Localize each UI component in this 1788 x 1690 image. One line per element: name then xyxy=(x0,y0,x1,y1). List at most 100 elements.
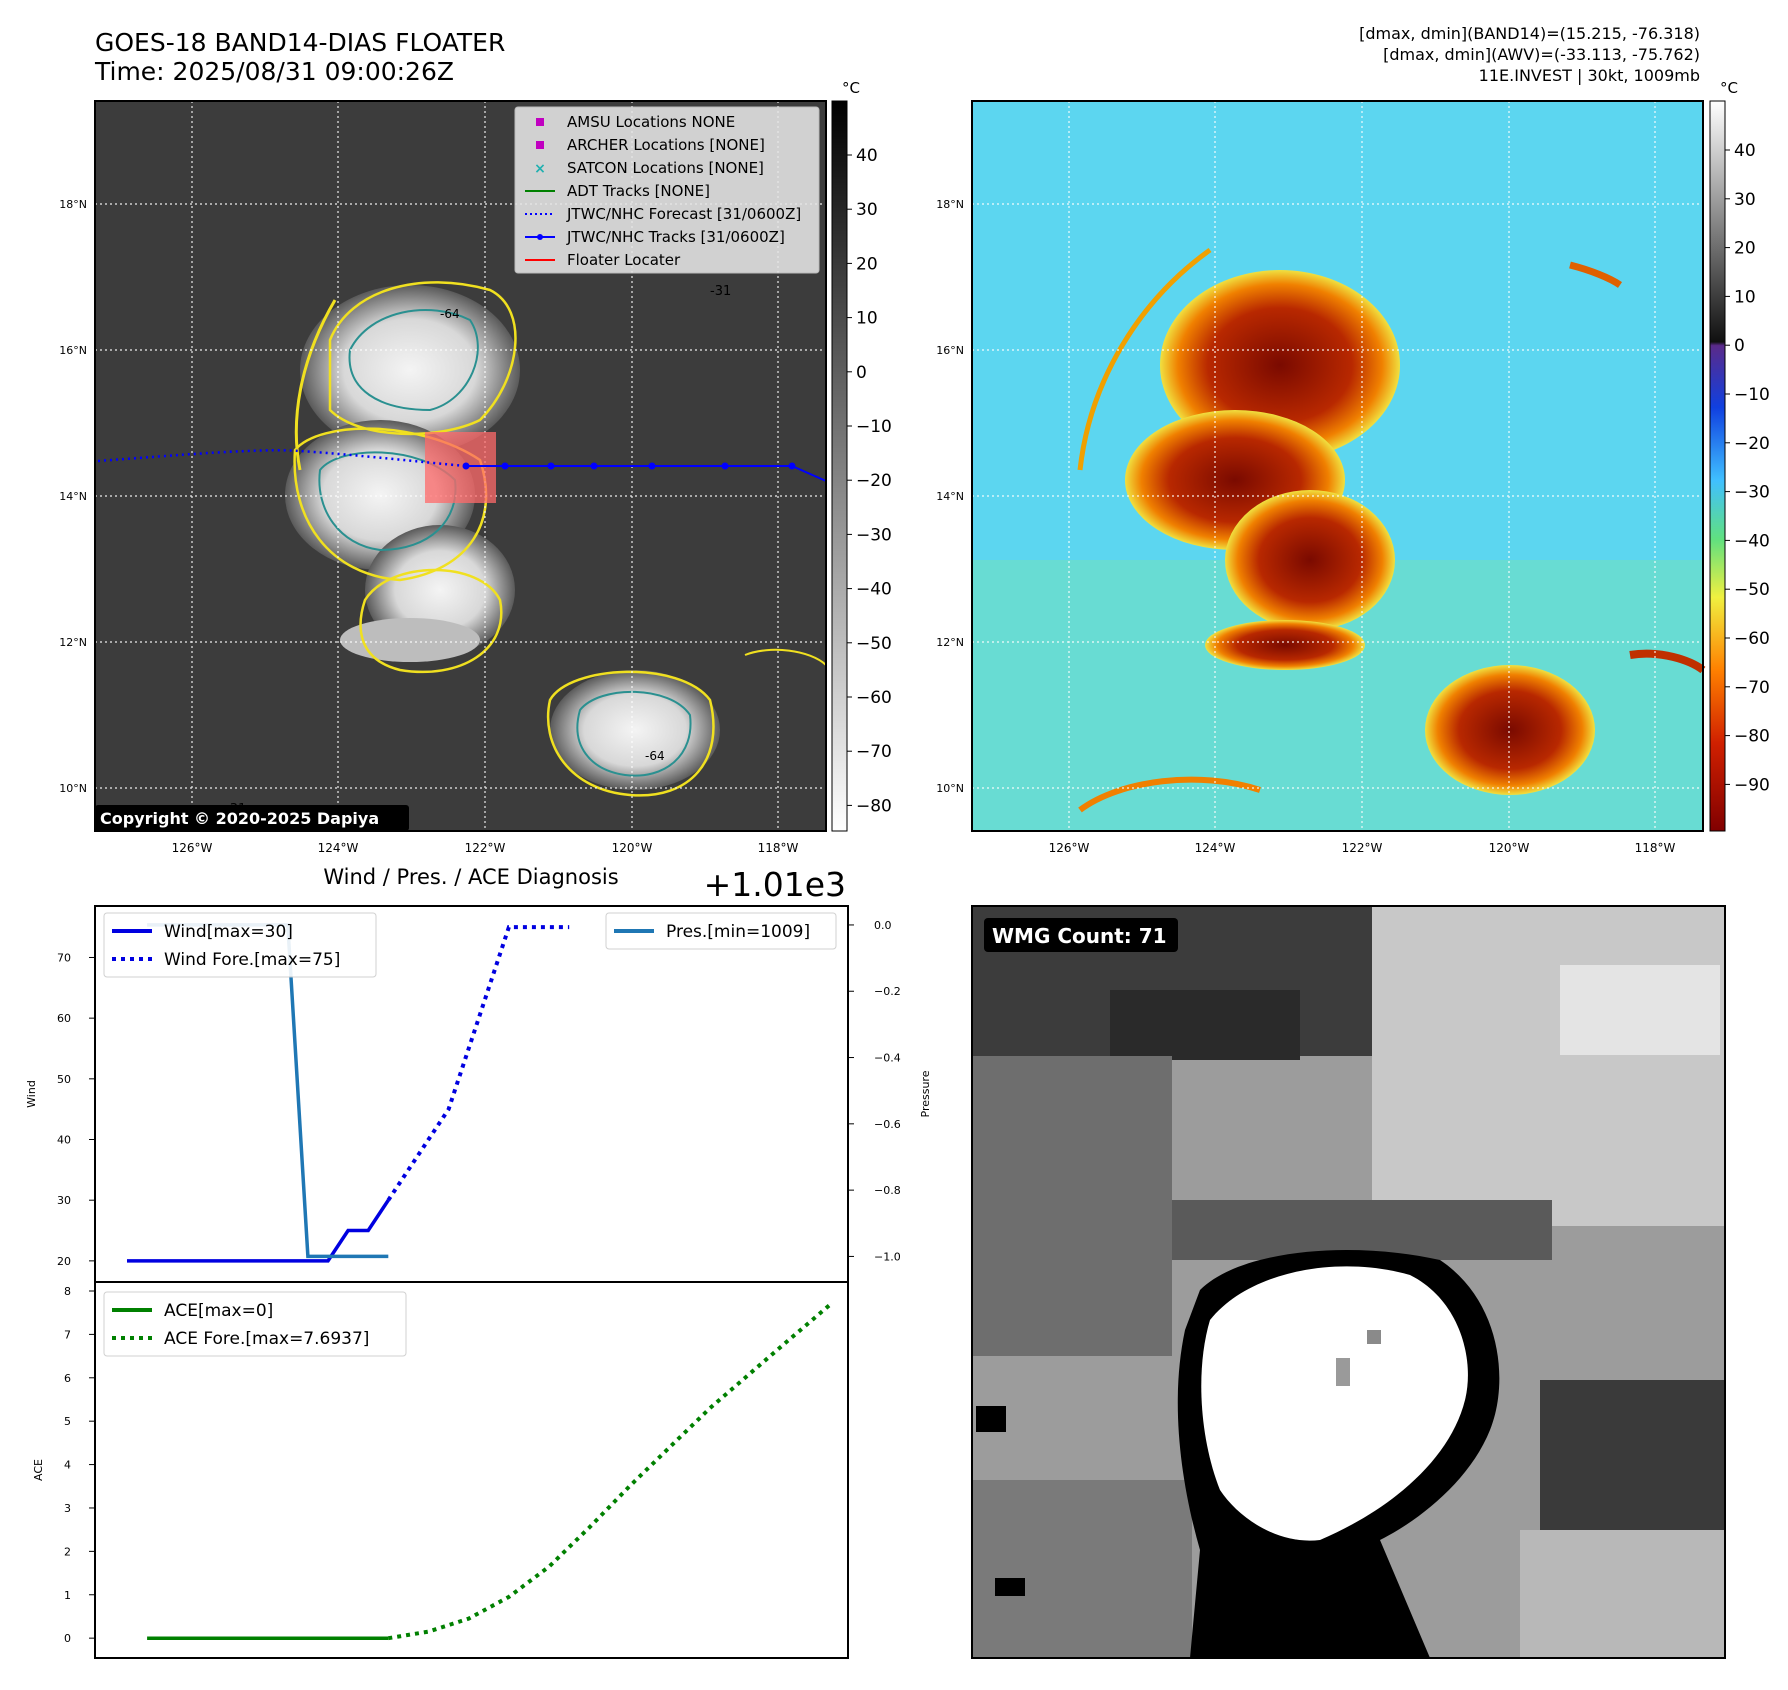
wv-south-band xyxy=(1078,776,1261,813)
wv-cloud-southeast xyxy=(1425,665,1595,795)
wmg-count-label: WMG Count: 71 xyxy=(992,924,1167,948)
ir-colorbar-ticks-label-5: −10 xyxy=(856,417,892,437)
wv-spiral-band xyxy=(1077,247,1212,471)
ir-contour-inner-north xyxy=(348,309,479,412)
wmg-east-dark xyxy=(1540,1380,1725,1530)
pres-yticks-label-2: −0.4 xyxy=(874,1052,901,1065)
wind-yticks-label-2: 50 xyxy=(57,1073,71,1086)
ir-colorbar-ticks-label-4: 0 xyxy=(856,363,867,383)
copyright-text: Copyright © 2020-2025 Dapiya xyxy=(100,809,379,828)
wv-lat-tick-0: 18°N xyxy=(936,198,964,211)
wind-legend-label-0: Wind[max=30] xyxy=(164,922,293,942)
ir-contour-south xyxy=(359,568,503,674)
ir-colorbar-ticks-label-12: −80 xyxy=(856,796,892,816)
wind-legend-label-1: Wind Fore.[max=75] xyxy=(164,950,340,970)
ir-lat-tick-1: 16°N xyxy=(59,344,87,357)
forecast-track-line xyxy=(97,449,467,468)
copyright-badge xyxy=(95,805,409,831)
wv-map-frame xyxy=(971,100,1704,832)
wmg-light-east xyxy=(1372,906,1725,1226)
ace-yticks-label-1: 7 xyxy=(64,1328,71,1341)
ace-legend-label-0: ACE[max=0] xyxy=(164,1301,273,1321)
ir-colorbar-unit: °C xyxy=(842,79,860,97)
ace-yticks-label-0: 8 xyxy=(64,1285,71,1298)
ir-map-panel: -31 -64 -64 -31 AMSU Locations NONEARCHE… xyxy=(94,100,827,832)
wv-colorbar: °C 40 30 20 10 0 −10 −20 −30 −40 −50 −60 −70 −80 −90 xyxy=(1709,79,1770,832)
ir-lat-tick-2: 14°N xyxy=(59,490,87,503)
pressure-axis-label: Pressure xyxy=(919,1070,932,1117)
wind-series-line-1 xyxy=(386,925,570,1202)
ir-colorbar-ticks-label-6: −20 xyxy=(856,471,892,491)
ir-contour-label-3: -64 xyxy=(645,749,665,763)
pres-yticks-label-3: −0.6 xyxy=(874,1118,901,1131)
wind-pressure-axes: 70 60 50 40 30 20 0.0 −0.2 −0.4 −0.6 −0.8 −1.0 Win… xyxy=(25,905,932,1283)
legend-label-1: ARCHER Locations [NONE] xyxy=(567,136,765,154)
ace-yticks-label-3: 5 xyxy=(64,1415,71,1428)
ir-colorbar-ticks-label-11: −70 xyxy=(856,742,892,762)
ace-axis-label: ACE xyxy=(32,1459,45,1481)
legend-label-2: SATCON Locations [NONE] xyxy=(567,159,764,177)
wv-map-panel xyxy=(971,100,1706,832)
main-title-line1: GOES-18 BAND14-DIAS FLOATER xyxy=(95,28,505,57)
ace-yticks-label-4: 4 xyxy=(64,1459,71,1472)
wmg-panel: WMG Count: 71 xyxy=(971,905,1726,1659)
wv-colorbar-ticks-label-11: −70 xyxy=(1734,678,1770,698)
ir-lon-tick-2: 122°W xyxy=(465,841,506,855)
ace-yticks-label-6: 2 xyxy=(64,1545,71,1558)
wv-lat-tick-1: 16°N xyxy=(936,344,964,357)
ir-colorbar-ticks-label-1: 30 xyxy=(856,200,878,220)
wv-lat-tick-3: 12°N xyxy=(936,636,964,649)
ir-colorbar-ticks-label-8: −40 xyxy=(856,580,892,600)
wind-yticks-label-4: 30 xyxy=(57,1194,71,1207)
pres-yticks-label-1: −0.2 xyxy=(874,985,901,998)
ir-colorbar-ticks-label-3: 10 xyxy=(856,309,878,329)
floater-locater-box xyxy=(425,432,496,503)
ir-lon-tick-3: 120°W xyxy=(612,841,653,855)
legend-marker-0 xyxy=(536,118,544,126)
wmg-frame xyxy=(971,905,1726,1659)
wmg-mid-band xyxy=(1172,1200,1552,1260)
wind-yticks-label-1: 60 xyxy=(57,1012,71,1025)
ir-lon-tick-0: 126°W xyxy=(172,841,213,855)
wmg-label-badge xyxy=(984,918,1178,952)
ir-colorbar-gradient xyxy=(831,100,848,832)
wv-lon-tick-2: 122°W xyxy=(1342,841,1383,855)
ir-contour-core xyxy=(293,427,488,582)
ir-cloud-north xyxy=(300,285,520,455)
wmg-south-light xyxy=(1520,1530,1725,1658)
ace-series-line-1 xyxy=(387,1302,832,1641)
legend-label-4: JTWC/NHC Forecast [31/0600Z] xyxy=(566,205,801,223)
ace-yticks-label-7: 1 xyxy=(64,1589,71,1602)
ace-yticks-label-8: 0 xyxy=(64,1632,71,1645)
wv-colorbar-ticks-label-5: −10 xyxy=(1734,385,1770,405)
ir-contour-label-1: -31 xyxy=(710,284,731,299)
ir-colorbar-ticks-label-2: 20 xyxy=(856,254,878,274)
wv-colorbar-ticks-label-13: −90 xyxy=(1734,775,1770,795)
wmg-white-patch xyxy=(1560,965,1720,1055)
wv-colorbar-ticks-label-3: 10 xyxy=(1734,287,1756,307)
ir-contour-southeast xyxy=(546,670,715,797)
jtwc-track-points xyxy=(462,462,796,470)
pressure-offset-label: +1.01e3 xyxy=(704,865,846,904)
ace-legend-label-1: ACE Fore.[max=7.6937] xyxy=(164,1329,369,1349)
ir-map-legend: AMSU Locations NONE ARCHER Locations [NON… xyxy=(514,106,820,274)
ir-lat-tick-4: 10°N xyxy=(59,782,87,795)
wind-yticks-label-5: 20 xyxy=(57,1255,71,1268)
ir-lat-tick-3: 12°N xyxy=(59,636,87,649)
wv-colorbar-ticks-label-8: −40 xyxy=(1734,531,1770,551)
wv-colorbar-ticks-label-0: 40 xyxy=(1734,141,1756,161)
legend-marker-1 xyxy=(536,141,544,149)
ir-colorbar-ticks-label-0: 40 xyxy=(856,146,878,166)
ir-contour-label-2: -64 xyxy=(440,307,460,321)
ir-map-frame xyxy=(94,100,827,832)
stats-line3: 11E.INVEST | 30kt, 1009mb xyxy=(1479,66,1700,85)
diagnosis-title: Wind / Pres. / ACE Diagnosis xyxy=(323,865,618,889)
wmg-black-block-sw xyxy=(995,1578,1025,1596)
wv-lat-tick-4: 10°N xyxy=(936,782,964,795)
ir-cloud-southeast xyxy=(550,670,720,790)
ace-legend-box xyxy=(103,1291,407,1357)
legend-label-6: Floater Locater xyxy=(567,251,681,269)
wv-colorbar-ticks-label-4: 0 xyxy=(1734,336,1745,356)
legend-label-0: AMSU Locations NONE xyxy=(567,113,735,131)
ir-cloud-band xyxy=(340,618,480,662)
